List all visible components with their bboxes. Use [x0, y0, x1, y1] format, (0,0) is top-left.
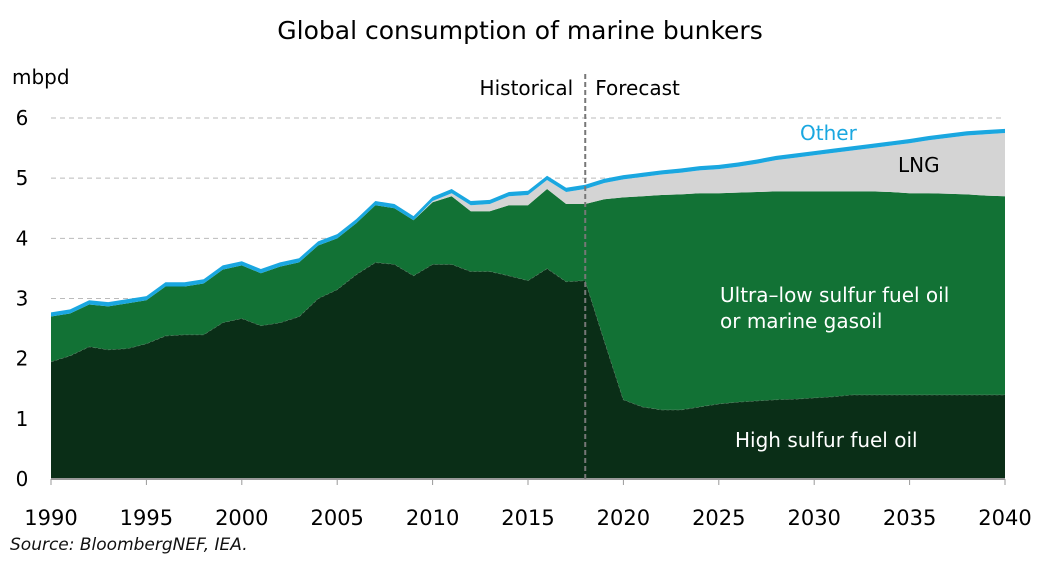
x-tick-label: 2030 — [787, 506, 840, 530]
y-tick-label: 6 — [16, 106, 29, 130]
x-tick-label: 2035 — [883, 506, 936, 530]
x-tick-label: 2025 — [692, 506, 745, 530]
forecast-label: Forecast — [595, 76, 680, 100]
x-tick-label: 2015 — [501, 506, 554, 530]
area-ultra-low-sulfur-fuel-oil-or-marine-gasoil — [51, 188, 1005, 410]
other-label: Other — [800, 121, 858, 145]
y-tick-label: 1 — [16, 407, 29, 431]
y-tick-label: 2 — [16, 347, 29, 371]
lng-label: LNG — [898, 153, 940, 177]
y-tick-label: 5 — [16, 166, 29, 190]
y-tick-label: 4 — [16, 226, 29, 250]
historical-label: Historical — [480, 76, 574, 100]
x-tick-label: 2000 — [215, 506, 268, 530]
area-lng — [51, 133, 1005, 317]
x-tick-label: 1995 — [120, 506, 173, 530]
area-other — [51, 128, 1005, 317]
y-axis-label: mbpd — [12, 65, 70, 89]
y-tick-labels: 0 1 2 3 4 5 6 — [16, 106, 29, 491]
area-high-sulfur-fuel-oil — [51, 262, 1005, 479]
source-note: Source: BloombergNEF, IEA. — [10, 535, 248, 555]
ulsfo-label-line1: Ultra–low sulfur fuel oil — [720, 283, 949, 307]
chart-title: Global consumption of marine bunkers — [277, 16, 762, 45]
y-tick-label: 0 — [16, 467, 29, 491]
x-tick-label: 2010 — [406, 506, 459, 530]
x-tick-labels: 1990 1995 2000 2005 2010 2015 2020 2025 2030 2035… — [24, 479, 1032, 530]
x-tick-label: 2005 — [310, 506, 363, 530]
x-tick-label: 2040 — [978, 506, 1031, 530]
x-tick-label: 2020 — [597, 506, 650, 530]
series-areas — [50, 128, 1005, 480]
y-tick-label: 3 — [16, 287, 29, 311]
ulsfo-label-line2: or marine gasoil — [720, 309, 882, 333]
x-tick-label: 1990 — [24, 506, 77, 530]
hsfo-label: High sulfur fuel oil — [735, 428, 918, 452]
